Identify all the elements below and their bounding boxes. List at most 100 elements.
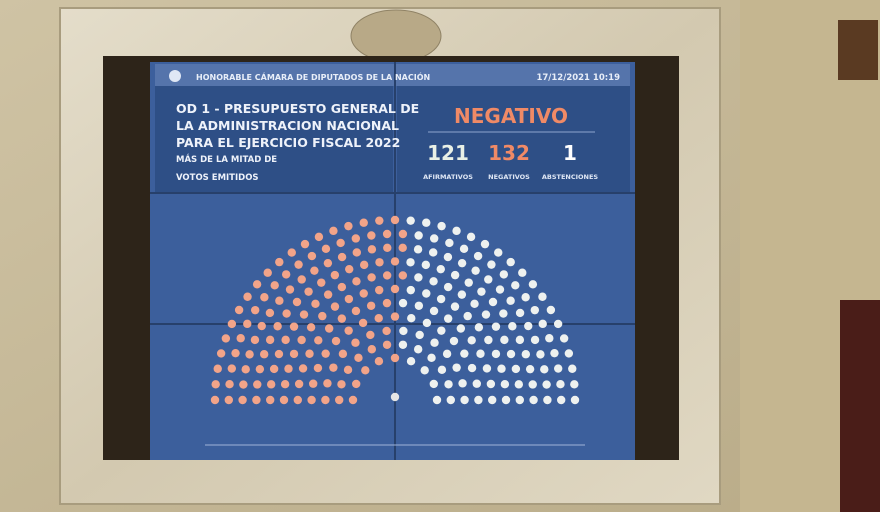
- seat: [269, 364, 279, 374]
- seat: [321, 244, 331, 254]
- seat: [501, 395, 511, 405]
- seat: [499, 309, 508, 318]
- seat: [367, 231, 376, 240]
- seat: [529, 395, 538, 405]
- tally-label: AFIRMATIVOS: [423, 173, 473, 181]
- seat: [420, 366, 429, 375]
- seat: [345, 264, 354, 274]
- seat: [382, 298, 392, 308]
- seat: [323, 379, 332, 388]
- motion-title: PARA EL EJERCICIO FISCAL 2022: [176, 135, 400, 150]
- seat: [480, 239, 490, 249]
- header-bar: [155, 64, 630, 86]
- seat: [259, 350, 269, 359]
- seat: [306, 323, 316, 332]
- seat: [243, 292, 252, 301]
- seat: [354, 353, 363, 363]
- seat: [239, 380, 248, 389]
- seat: [472, 379, 481, 388]
- seat: [421, 260, 431, 270]
- seat: [422, 218, 431, 227]
- seat: [515, 395, 524, 405]
- seat: [367, 345, 377, 354]
- seat: [323, 290, 333, 299]
- seat: [299, 310, 309, 319]
- seat: [390, 215, 400, 225]
- seat: [245, 350, 254, 359]
- seat: [557, 395, 566, 405]
- seat: [227, 319, 237, 329]
- seat: [348, 395, 358, 405]
- seat: [430, 338, 439, 347]
- seat: [487, 260, 496, 269]
- seat: [390, 284, 400, 294]
- seat: [514, 380, 524, 389]
- seat: [318, 311, 327, 321]
- seat: [540, 365, 549, 374]
- seat: [528, 380, 537, 389]
- chamber-name: HONORABLE CÁMARA DE DIPUTADOS DE LA NACI…: [196, 71, 430, 82]
- seat: [511, 281, 520, 290]
- seat: [351, 306, 361, 316]
- seat: [314, 232, 324, 242]
- seat: [521, 350, 531, 359]
- tally-label: NEGATIVOS: [488, 173, 530, 181]
- seat: [344, 294, 354, 304]
- seat: [414, 231, 423, 240]
- seat: [294, 379, 304, 389]
- seat: [458, 379, 467, 388]
- seat: [331, 336, 341, 346]
- seat: [543, 395, 552, 405]
- seat: [298, 364, 308, 373]
- seat: [210, 395, 220, 405]
- seat: [528, 280, 538, 289]
- seat: [436, 294, 446, 304]
- seat: [515, 335, 525, 345]
- seat: [508, 322, 517, 331]
- seat: [263, 268, 272, 277]
- seat: [236, 334, 245, 343]
- seat: [266, 395, 275, 405]
- seat: [330, 302, 340, 311]
- seat: [530, 305, 540, 315]
- seat: [273, 322, 282, 331]
- motion-title: OD 1 - PRESUPUESTO GENERAL DE: [176, 101, 419, 116]
- seat: [443, 282, 453, 292]
- window: [838, 20, 878, 80]
- result: NEGATIVO: [454, 104, 568, 128]
- seat: [211, 380, 220, 389]
- seat: [500, 380, 510, 389]
- doorway: [840, 300, 880, 512]
- date: 17/12/2021 10:19: [536, 73, 620, 83]
- crest: [350, 9, 442, 63]
- seat: [456, 324, 466, 333]
- seat: [553, 319, 563, 329]
- seat: [474, 323, 484, 332]
- seat: [511, 364, 521, 374]
- seat: [337, 282, 347, 292]
- seat: [556, 380, 565, 389]
- seat: [432, 395, 442, 405]
- seat: [336, 238, 345, 248]
- seat: [337, 314, 347, 323]
- seat: [506, 296, 515, 305]
- seat: [399, 326, 408, 336]
- seat: [280, 380, 290, 389]
- seat: [452, 363, 461, 372]
- seat: [422, 318, 432, 328]
- seat: [265, 308, 275, 318]
- seat: [260, 293, 269, 302]
- seat: [351, 338, 360, 347]
- seat: [413, 245, 423, 254]
- seat: [497, 364, 506, 373]
- seat: [313, 363, 323, 373]
- seat: [559, 334, 569, 343]
- seat: [390, 353, 400, 363]
- seat: [241, 365, 250, 374]
- seat: [538, 319, 547, 329]
- seat: [297, 335, 306, 345]
- seat: [224, 395, 233, 405]
- seat: [536, 350, 545, 359]
- seat: [374, 356, 384, 366]
- seat: [257, 321, 266, 331]
